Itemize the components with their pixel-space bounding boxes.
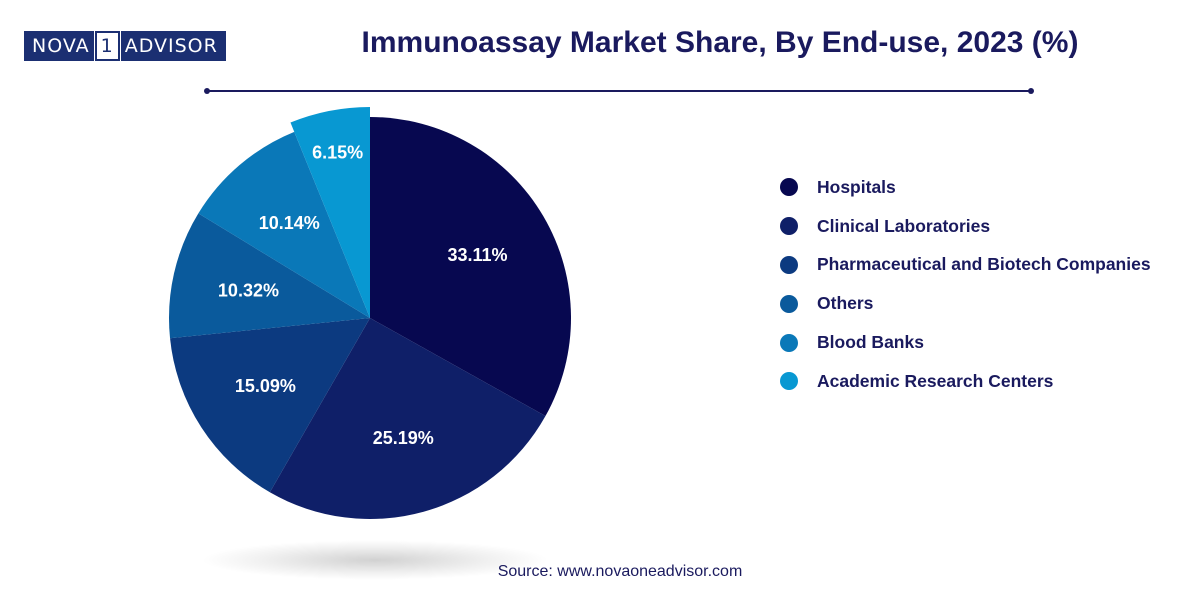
legend-item-pharmaceutical-and-biotech-companies: Pharmaceutical and Biotech Companies <box>780 246 1190 285</box>
slice-label-others: 10.32% <box>218 280 279 300</box>
legend-swatch <box>780 178 798 197</box>
slice-label-pharmaceutical-and-biotech-companies: 15.09% <box>235 376 296 396</box>
source-note: Source: www.novaoneadvisor.com <box>497 563 743 580</box>
legend-item-others: Others <box>780 284 1190 323</box>
legend-label: Academic Research Centers <box>817 370 1054 391</box>
slice-label-blood-banks: 10.14% <box>259 213 320 233</box>
pie-shadow <box>200 540 550 580</box>
slice-label-academic-research-centers: 6.15% <box>312 142 363 162</box>
pie-slice-blood-banks <box>198 131 370 318</box>
title-divider-right-dot <box>1028 88 1034 94</box>
legend-label: Others <box>817 293 874 314</box>
title-divider-left-dot <box>204 88 210 94</box>
slice-label-clinical-laboratories: 25.19% <box>373 428 434 448</box>
legend-label: Hospitals <box>817 176 896 197</box>
brand-logo: NOVA 1 ADVISOR <box>24 31 226 61</box>
legend-swatch <box>780 372 798 391</box>
legend-swatch <box>780 255 798 274</box>
legend-label: Blood Banks <box>817 332 924 353</box>
pie-slice-pharmaceutical-and-biotech-companies <box>170 318 370 493</box>
logo-text-nova: NOVA <box>24 31 94 61</box>
logo-text-advisor: ADVISOR <box>120 31 226 61</box>
legend-swatch <box>780 217 798 236</box>
legend-swatch <box>780 294 798 313</box>
pie-slice-academic-research-centers <box>290 107 370 318</box>
title-divider <box>204 88 1034 94</box>
logo-text-one: 1 <box>94 31 120 61</box>
legend-item-blood-banks: Blood Banks <box>780 323 1190 362</box>
pie-chart: 33.11% 25.19% 15.09% 10.32% 10.14% 6.15% <box>169 107 571 520</box>
legend-label: Clinical Laboratories <box>817 215 991 236</box>
pie-slice-clinical-laboratories <box>269 318 546 520</box>
chart-legend: Hospitals Clinical Laboratories Pharmaceut… <box>780 168 1190 401</box>
pie-slice-hospitals <box>370 117 571 417</box>
legend-swatch <box>780 333 798 352</box>
legend-item-academic-research-centers: Academic Research Centers <box>780 362 1190 401</box>
chart-title: Immunoassay Market Share, By End-use, 20… <box>361 26 1079 59</box>
legend-item-clinical-laboratories: Clinical Laboratories <box>780 207 1190 246</box>
legend-item-hospitals: Hospitals <box>780 168 1190 207</box>
legend-label: Pharmaceutical and Biotech Companies <box>817 254 1151 275</box>
pie-slice-others <box>169 213 370 339</box>
slice-label-hospitals: 33.11% <box>447 245 507 265</box>
